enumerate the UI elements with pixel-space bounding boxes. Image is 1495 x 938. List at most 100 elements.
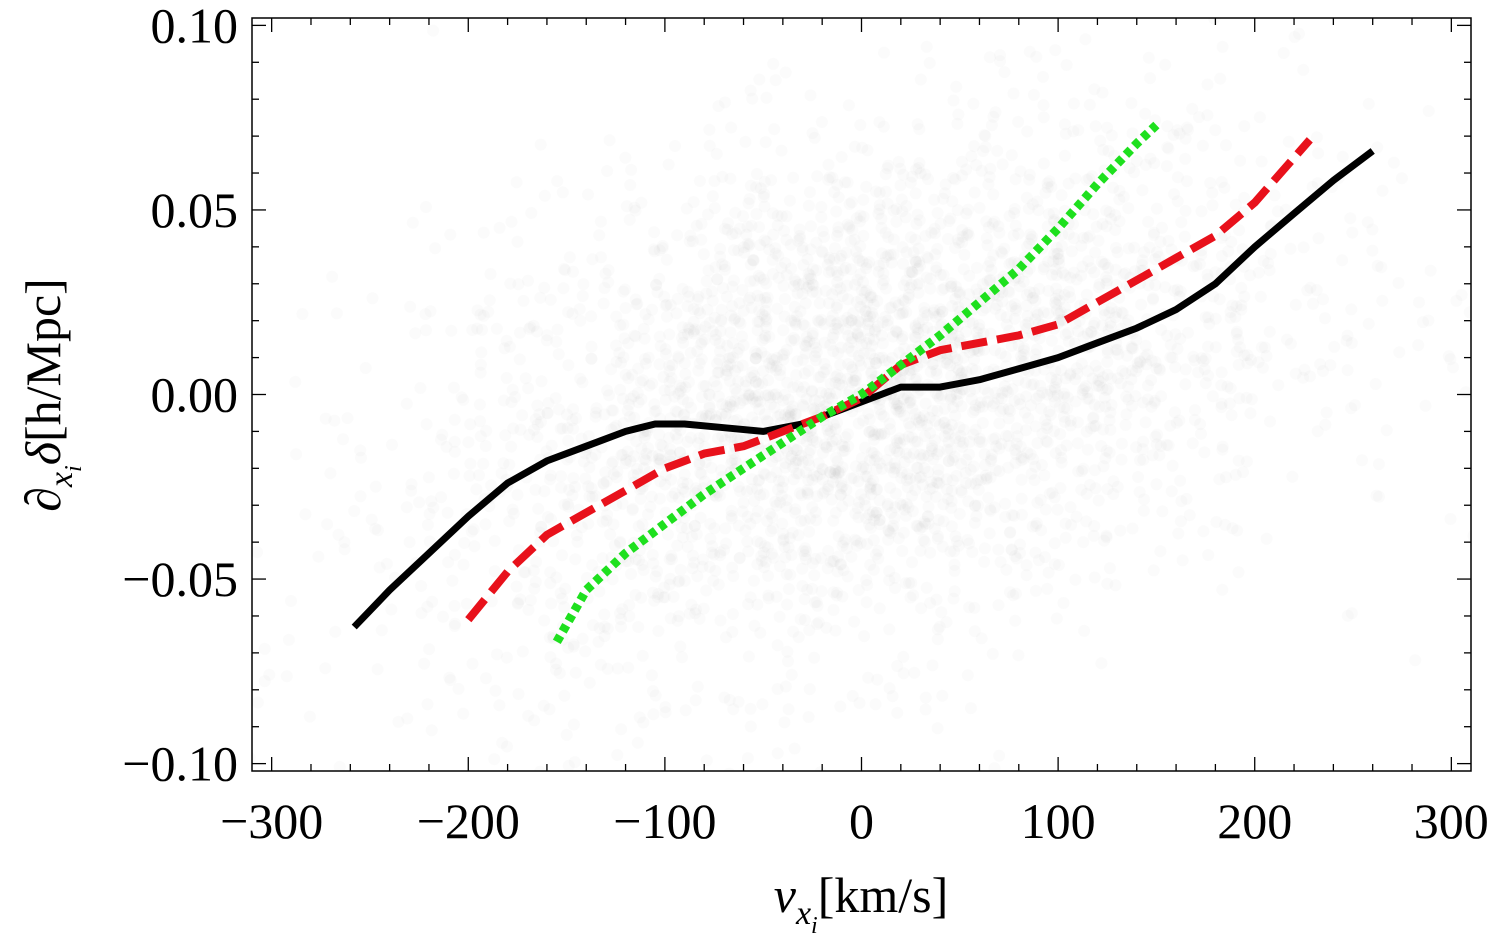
scatter-point (658, 371, 670, 383)
scatter-point (737, 210, 749, 222)
scatter-point (703, 124, 715, 136)
scatter-point (707, 295, 719, 307)
scatter-point (1233, 224, 1245, 236)
scatter-point (803, 268, 815, 280)
scatter-point (846, 345, 858, 357)
scatter-point (1112, 246, 1124, 258)
scatter-point (1393, 346, 1405, 358)
scatter-point (848, 616, 860, 628)
scatter-point (818, 318, 830, 330)
scatter-point (1216, 444, 1228, 456)
scatter-point (871, 295, 883, 307)
scatter-point (1062, 392, 1074, 404)
y-tick-label: 0.00 (151, 367, 239, 423)
scatter-point (669, 140, 681, 152)
scatter-point (1088, 83, 1100, 95)
scatter-point (1417, 316, 1429, 328)
scatter-point (1076, 465, 1088, 477)
scatter-point (620, 302, 632, 314)
scatter-point (1000, 564, 1012, 576)
scatter-point (1373, 491, 1385, 503)
scatter-point (768, 123, 780, 135)
scatter-point (632, 621, 644, 633)
scatter-point (511, 176, 523, 188)
scatter-point (904, 451, 916, 463)
scatter-point (1059, 150, 1071, 162)
scatter-point (822, 483, 834, 495)
scatter-point (1058, 597, 1070, 609)
scatter-point (1179, 231, 1191, 243)
scatter-point (725, 396, 737, 408)
scatter-point (709, 312, 721, 324)
scatter-point (401, 501, 413, 513)
scatter-point (980, 141, 992, 153)
scatter-point (920, 398, 932, 410)
scatter-point (647, 708, 659, 720)
scatter-point (827, 310, 839, 322)
scatter-point (648, 226, 660, 238)
scatter-point (939, 430, 951, 442)
scatter-point (765, 471, 777, 483)
scatter-point (709, 202, 721, 214)
scatter-point (593, 586, 605, 598)
scatter-point (1088, 530, 1100, 542)
scatter-point (793, 468, 805, 480)
scatter-point (855, 537, 867, 549)
scatter-point (448, 468, 460, 480)
scatter-point (807, 330, 819, 342)
scatter-point (1010, 448, 1022, 460)
scatter-point (1007, 589, 1019, 601)
axis-ticks (252, 18, 1471, 771)
scatter-point (1104, 562, 1116, 574)
scatter-point (937, 306, 949, 318)
scatter-point (558, 690, 570, 702)
scatter-point (1138, 505, 1150, 517)
scatter-point (480, 518, 492, 530)
scatter-point (1312, 425, 1324, 437)
scatter-point (682, 300, 694, 312)
scatter-point (963, 601, 975, 613)
scatter-point (744, 193, 756, 205)
scatter-point (708, 522, 720, 534)
scatter-point (1144, 242, 1156, 254)
scatter-point (679, 469, 691, 481)
scatter-point (1214, 73, 1226, 85)
scatter-point (1366, 224, 1378, 236)
scatter-point (782, 655, 794, 667)
scatter-point (1217, 41, 1229, 53)
scatter-point (734, 552, 746, 564)
scatter-point (427, 25, 439, 37)
scatter-point (644, 501, 656, 513)
scatter-point (896, 467, 908, 479)
scatter-point (1413, 296, 1425, 308)
scatter-point (756, 698, 768, 710)
scatter-point (800, 545, 812, 557)
scatter-point (415, 580, 427, 592)
scatter-point (858, 630, 870, 642)
scatter-point (811, 490, 823, 502)
scatter-point (1151, 478, 1163, 490)
scatter-point (1216, 584, 1228, 596)
scatter-point (1048, 207, 1060, 219)
scatter-point (1151, 429, 1163, 441)
scatter-point (945, 370, 957, 382)
scatter-point (711, 273, 723, 285)
scatter-point (1125, 97, 1137, 109)
scatter-point (1200, 311, 1212, 323)
scatter-point (940, 179, 952, 191)
scatter-point (1238, 120, 1250, 132)
scatter-point (449, 618, 461, 630)
scatter-point (913, 416, 925, 428)
scatter-point (599, 282, 611, 294)
scatter-point (808, 469, 820, 481)
scatter-point (484, 294, 496, 306)
scatter-point (1412, 339, 1424, 351)
scatter-point (796, 386, 808, 398)
scatter-point (882, 319, 894, 331)
scatter-point (1135, 299, 1147, 311)
scatter-point (625, 568, 637, 580)
scatter-point (611, 749, 623, 761)
series-black-solid (351, 148, 1375, 630)
scatter-point (1021, 126, 1033, 138)
scatter-point (422, 519, 434, 531)
